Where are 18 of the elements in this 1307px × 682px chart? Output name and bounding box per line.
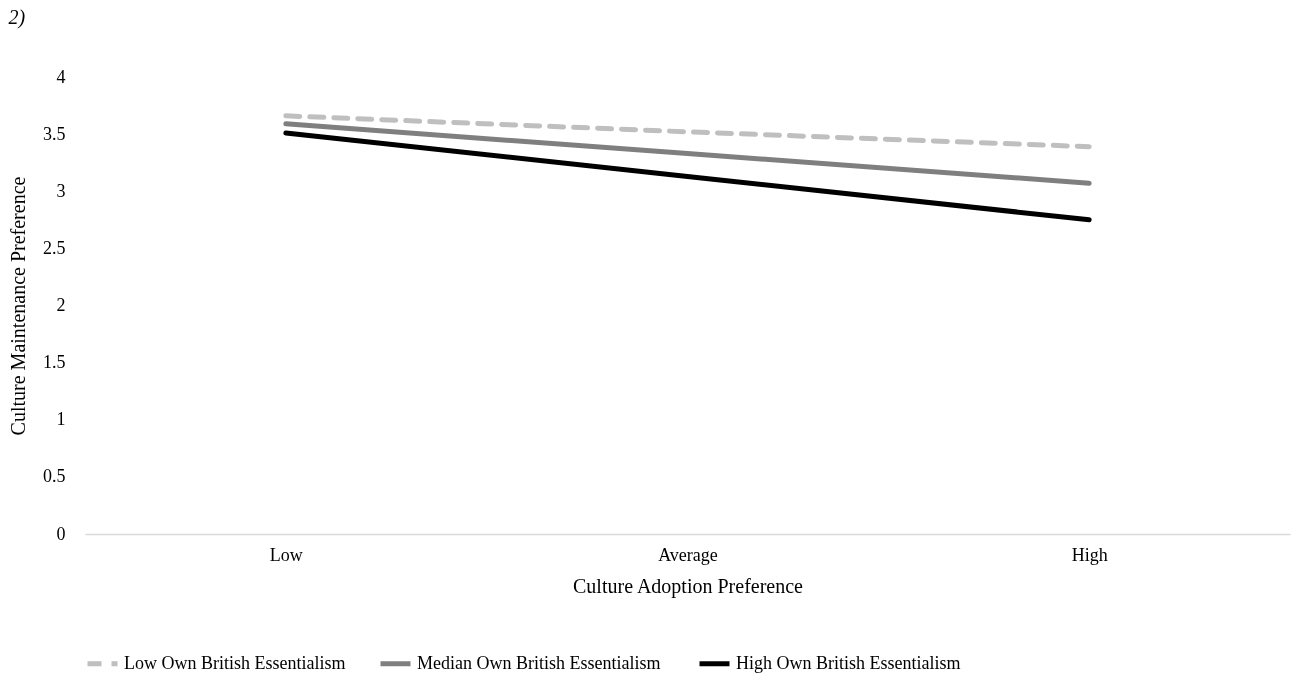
y-tick-label: 1.5 [43,352,66,373]
y-tick-label: 1 [56,409,66,430]
y-axis-title: Culture Maintenance Preference [7,176,29,436]
legend-label: Low Own British Essentialism [124,652,346,673]
y-tick-label: 4 [56,66,66,87]
y-tick-label: 3 [56,180,66,201]
y-tick-label: 0 [56,523,66,544]
x-tick-label: Low [269,544,303,565]
x-axis-title: Culture Adoption Preference [573,574,804,598]
x-tick-label: Average [658,544,718,565]
y-tick-label: 0.5 [43,466,66,487]
y-tick-label: 3.5 [43,123,66,144]
x-tick-label: High [1071,544,1108,565]
legend-label: Median Own British Essentialism [417,652,661,673]
y-tick-label: 2 [56,295,66,315]
legend-label: High Own British Essentialism [736,652,961,673]
y-tick-label: 2.5 [43,237,66,258]
chart-title: 2) [8,6,26,29]
